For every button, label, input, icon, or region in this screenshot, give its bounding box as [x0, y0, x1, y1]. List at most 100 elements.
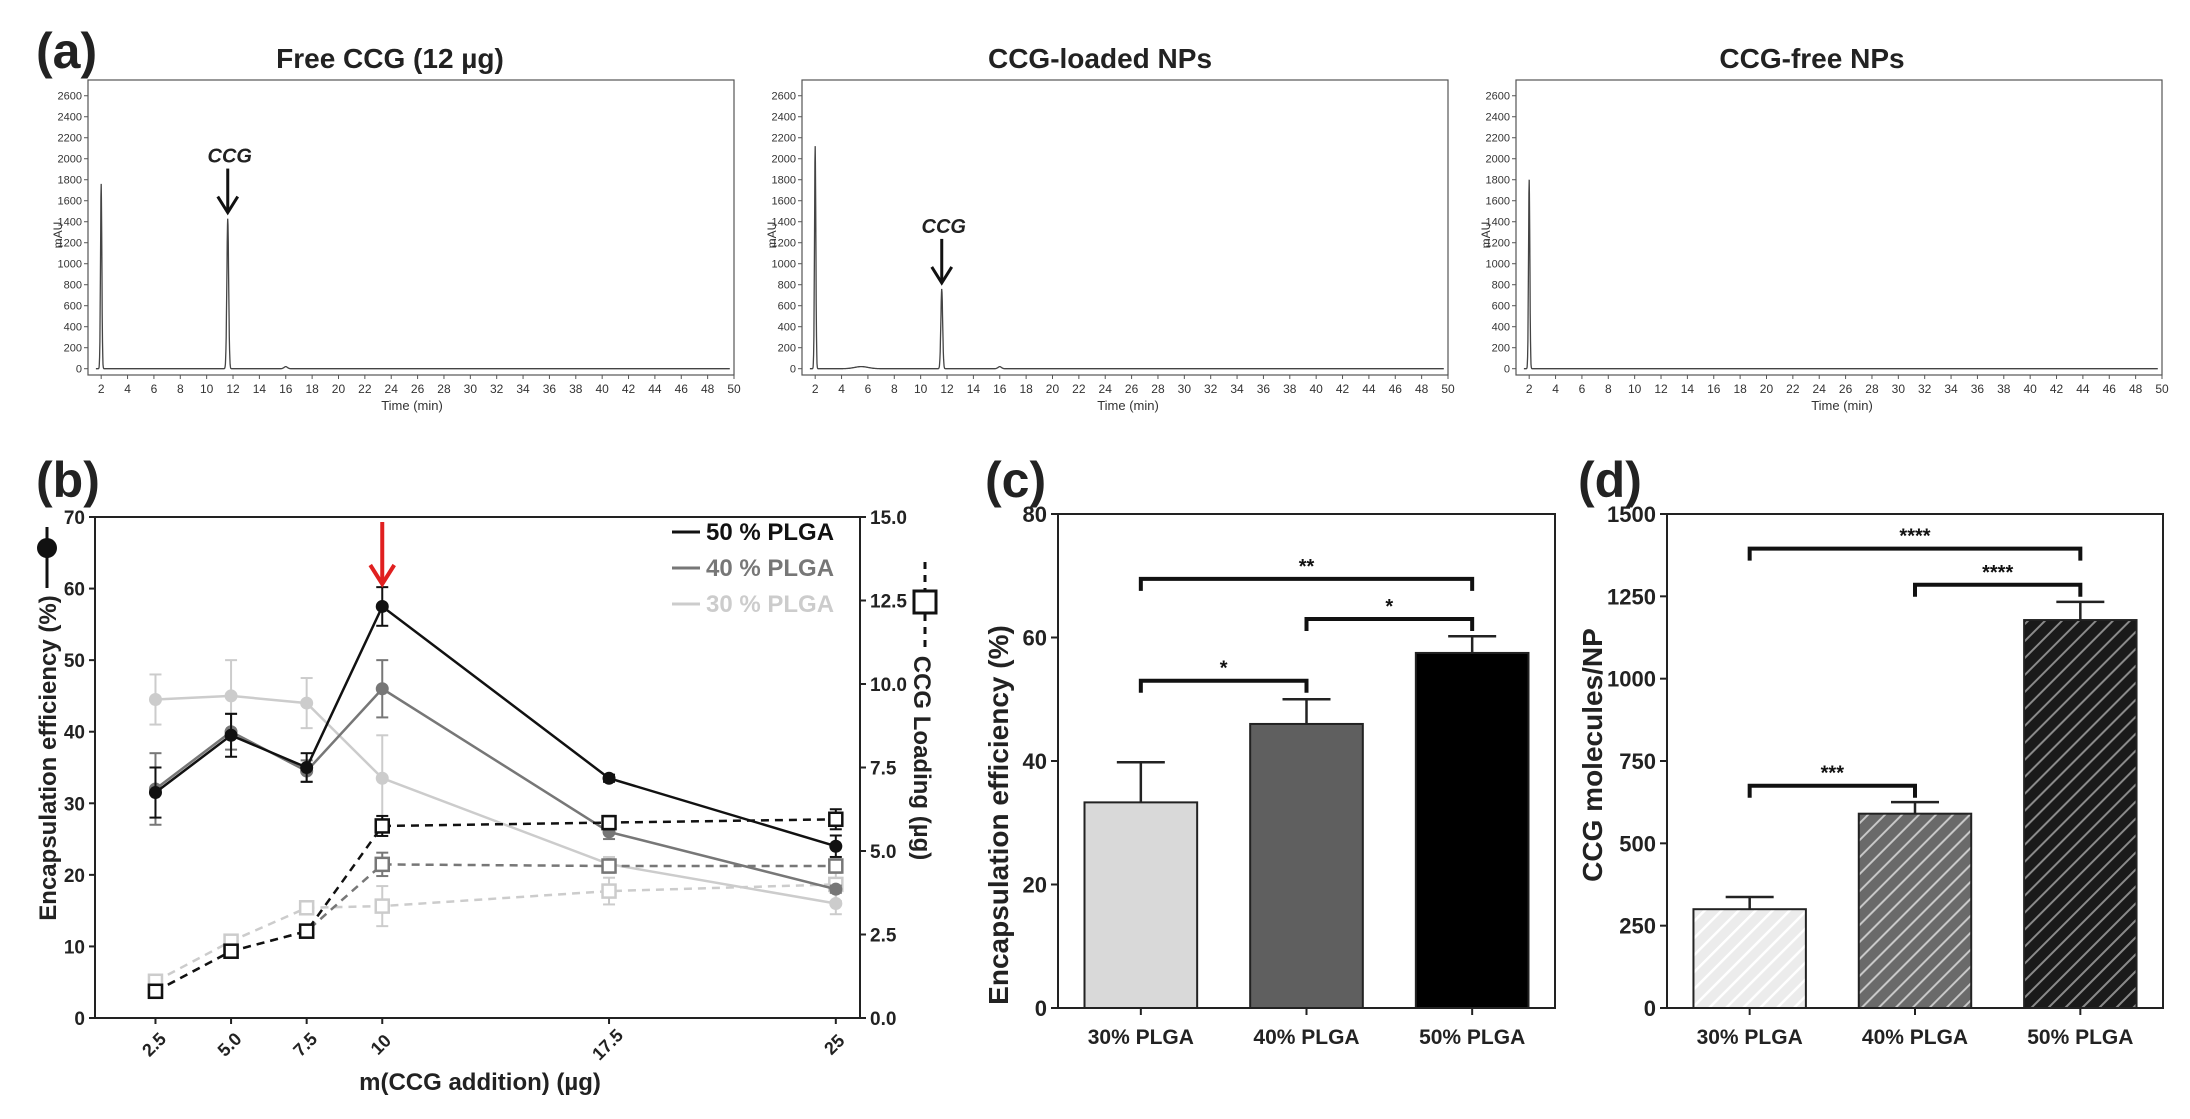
y-tick-label: 1000	[1486, 259, 1510, 271]
data-point	[829, 839, 843, 853]
y-tick-label: 1600	[1486, 196, 1510, 208]
y-tick-label: 400	[64, 322, 82, 334]
data-point	[828, 858, 844, 874]
x-tick-label: 50	[727, 382, 741, 396]
x-tick-label: 32	[1204, 382, 1218, 396]
data-point	[224, 728, 238, 742]
x-tick-label: 26	[1839, 382, 1853, 396]
significance-bracket	[1304, 616, 1475, 631]
y-tick-label: 2600	[58, 91, 82, 103]
y-tick-label: 1200	[1486, 238, 1510, 250]
category-label: 50% PLGA	[1419, 1026, 1525, 1049]
y-tick-label: 0	[790, 364, 796, 376]
y-tick-label: 1200	[772, 238, 796, 250]
x-tick-label: 42	[1336, 382, 1350, 396]
x-tick-label: 36	[1257, 382, 1271, 396]
y-tick-label: 20	[1023, 873, 1047, 898]
x-tick-label: 44	[648, 382, 662, 396]
panel-label-d: (d)	[1578, 452, 1642, 508]
category-label: 30% PLGA	[1088, 1026, 1194, 1049]
y-tick-label-left: 70	[64, 508, 85, 529]
significance-label: ****	[1982, 562, 2013, 584]
legend-label: 40 % PLGA	[706, 555, 834, 582]
data-point	[374, 856, 391, 873]
y-axis-label: Encapsulation efficiency (%)	[983, 625, 1014, 1005]
red-arrow-head	[368, 563, 396, 588]
y-tick-label: 2600	[1486, 91, 1510, 103]
x-tick-label: 10	[914, 382, 928, 396]
y-tick-label-left: 40	[64, 723, 85, 744]
panel-label-a: (a)	[36, 23, 97, 79]
x-tick-label: 20	[1760, 382, 1774, 396]
left-axis-key-marker	[37, 538, 57, 558]
x-tick-label: 30	[464, 382, 478, 396]
significance-bracket	[1138, 576, 1475, 591]
x-tick-label: 28	[437, 382, 451, 396]
x-tick-label: 6	[865, 382, 872, 396]
plot-frame	[1515, 79, 2163, 376]
x-tick-label: 34	[1230, 382, 1244, 396]
significance-bracket	[1747, 546, 2083, 561]
x-tick-label: 6	[1579, 382, 1586, 396]
y-tick-label: 200	[778, 343, 796, 355]
encapsulation-loading-line-chart: Encapsulation efficiency (%) CCG Loading…	[35, 508, 938, 1096]
x-tick-label: 22	[358, 382, 372, 396]
x-tick-label: 12	[1654, 382, 1668, 396]
data-point	[375, 682, 389, 696]
data-point	[298, 923, 315, 939]
series-line	[154, 883, 836, 983]
series-line	[154, 687, 837, 891]
y-tick-label-right: 7.5	[870, 759, 897, 780]
y-tick-label: 2200	[1486, 133, 1510, 145]
x-tick-label: 32	[490, 382, 504, 396]
x-tick-label: 2	[1526, 382, 1533, 396]
data-point	[375, 599, 389, 613]
x-tick-label: 4	[1552, 382, 1559, 396]
data-point	[602, 771, 616, 785]
y-tick-label: 2400	[58, 112, 82, 124]
series-line	[154, 863, 836, 993]
panel-label-b: (b)	[36, 452, 100, 508]
data-point	[375, 771, 389, 785]
significance-label: *	[1385, 596, 1393, 618]
peak-annotation-label: CCG	[922, 216, 966, 238]
data-point	[300, 761, 314, 774]
y-tick-label: 0	[1504, 364, 1510, 376]
x-tick-label: 22	[1786, 382, 1800, 396]
y-tick-label-right: 0.0	[870, 1009, 896, 1030]
y-axis-label: CCG molecules/NP	[1577, 628, 1608, 882]
x-tick-label: 17.5	[588, 1025, 627, 1064]
y-tick-label: 2200	[772, 133, 796, 145]
x-tick-label: 18	[1019, 382, 1033, 396]
y-tick-label-left: 0	[74, 1009, 85, 1030]
series-line	[154, 818, 836, 993]
data-point	[147, 983, 164, 1000]
x-tick-label: 36	[1971, 382, 1985, 396]
x-tick-label: 10	[367, 1030, 395, 1058]
y-tick-label: 0	[1035, 996, 1047, 1021]
chromatogram-free-ccg: Free CCG (12 µg) Time (min) mAU 0 200 400 6…	[51, 43, 741, 413]
y-axis-label-right: CCG Loading (µg)	[908, 656, 935, 860]
x-tick-label: 10	[1628, 382, 1642, 396]
x-tick-label: 38	[1997, 382, 2011, 396]
x-tick-label: 6	[151, 382, 158, 396]
significance-label: *	[1220, 658, 1228, 680]
category-label: 50% PLGA	[2027, 1026, 2133, 1049]
x-tick-label: 18	[1733, 382, 1747, 396]
x-tick-label: 20	[1046, 382, 1060, 396]
x-tick-label: 50	[1441, 382, 1455, 396]
x-tick-label: 32	[1918, 382, 1932, 396]
y-tick-label-left: 30	[64, 794, 85, 815]
chromatogram-trace	[809, 146, 1444, 370]
y-tick-label: 0	[76, 364, 82, 376]
plot-frame	[87, 79, 735, 376]
y-tick-label: 800	[1492, 280, 1510, 292]
x-tick-label: 10	[200, 382, 214, 396]
data-point	[148, 693, 162, 707]
y-tick-label: 1800	[772, 175, 796, 187]
significance-bracket	[1747, 783, 1917, 798]
y-tick-label: 2000	[772, 154, 796, 166]
y-tick-label: 0	[1644, 996, 1656, 1021]
y-tick-label-left: 60	[64, 580, 85, 601]
chromatogram-trace	[95, 183, 730, 370]
